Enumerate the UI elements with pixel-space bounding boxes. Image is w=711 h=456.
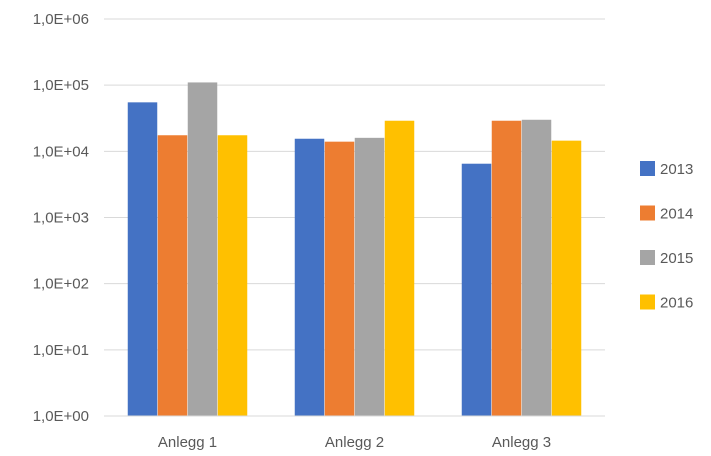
bar-2016-anlegg-2 (384, 120, 415, 416)
bars (127, 82, 582, 417)
x-category-label: Anlegg 1 (158, 434, 217, 451)
bar-2013-anlegg-1 (127, 102, 158, 416)
legend-label: 2014 (660, 206, 693, 223)
legend-swatch-2015 (640, 250, 655, 265)
bar-2015-anlegg-3 (521, 119, 552, 417)
legend-label: 2013 (660, 161, 693, 178)
y-axis-tick-labels: 1,0E+00 1,0E+01 1,0E+02 1,0E+03 1,0E+04 1,0E+… (33, 11, 89, 425)
y-tick-label: 1,0E+06 (33, 11, 89, 28)
y-tick-label: 1,0E+04 (33, 143, 89, 160)
x-category-label: Anlegg 2 (325, 434, 384, 451)
bar-2014-anlegg-2 (324, 141, 355, 416)
x-axis-category-labels: Anlegg 1 Anlegg 2 Anlegg 3 (104, 415, 605, 451)
bar-2015-anlegg-2 (354, 137, 385, 416)
bar-2015-anlegg-1 (187, 82, 218, 416)
bar-2013-anlegg-3 (461, 163, 492, 416)
legend-swatch-2016 (640, 294, 655, 310)
y-tick-label: 1,0E+00 (33, 408, 89, 425)
bar-2016-anlegg-3 (551, 140, 582, 417)
y-tick-label: 1,0E+01 (33, 342, 89, 359)
legend-swatch-2014 (640, 205, 655, 221)
y-tick-label: 1,0E+03 (33, 210, 89, 227)
gridlines (104, 18, 605, 417)
y-tick-label: 1,0E+05 (33, 77, 89, 94)
legend: 2013 2014 2015 2016 (640, 161, 693, 312)
bar-2014-anlegg-1 (157, 135, 188, 416)
legend-label: 2016 (660, 295, 693, 312)
x-category-label: Anlegg 3 (492, 434, 551, 451)
bar-2016-anlegg-1 (217, 135, 248, 416)
bar-2013-anlegg-2 (294, 138, 325, 416)
bar-2014-anlegg-3 (491, 120, 522, 416)
legend-swatch-2013 (640, 161, 655, 176)
y-tick-label: 1,0E+02 (33, 276, 89, 293)
legend-label: 2015 (660, 250, 693, 267)
